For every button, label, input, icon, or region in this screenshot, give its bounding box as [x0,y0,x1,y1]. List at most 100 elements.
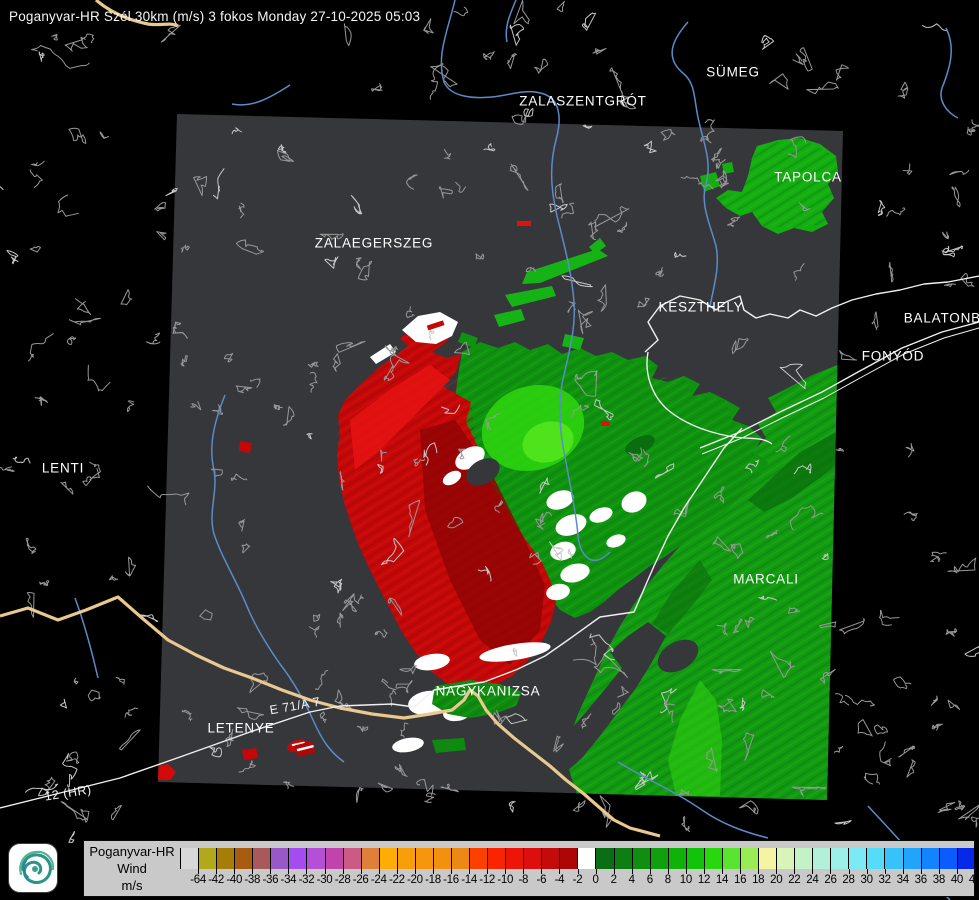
boundary-squiggle [31,45,90,69]
boundary-squiggle [960,273,975,287]
boundary-squiggle [355,787,364,803]
legend-tick [432,869,434,874]
legend-tick-value: 2 [610,874,617,886]
boundary-squiggle [554,183,564,203]
boundary-squiggle [80,33,95,44]
boundary-squiggle [931,723,943,731]
boundary-squiggle [654,463,675,479]
boundary-squiggle [332,353,341,372]
boundary-squiggle [147,485,190,506]
legend-tick-value: -4 [554,874,565,886]
boundary-squiggle [249,672,268,694]
boundary-squiggle [172,321,182,334]
boundary-squiggle [430,62,458,88]
boundary-squiggle [82,476,92,487]
boundary-squiggle [209,747,223,758]
legend-swatch [938,848,957,869]
boundary-squiggle [374,629,388,638]
legend-tick [577,869,579,874]
boundary-squiggle [405,306,415,319]
legend-tick-value: -2 [572,874,583,886]
legend-tick-value: 38 [932,874,946,886]
boundary-squiggle [793,263,805,281]
legend-swatch [198,848,217,869]
boundary-squiggle [306,433,313,440]
boundary-squiggle [674,252,687,258]
legend-tick [938,869,940,874]
boundary-squiggle [617,221,628,234]
legend-tick-value: -42 [208,874,224,886]
boundary-squiggle [377,782,394,793]
boundary-squiggle [238,202,245,219]
legend-swatch [920,848,939,869]
boundary-squiggle [508,801,516,813]
boundary-squiggle [788,136,807,159]
boundary-squiggle [593,653,628,678]
boundary-squiggle [80,808,90,823]
boundary-squiggle [964,646,979,657]
legend-tick-value: -20 [407,874,423,886]
boundary-squiggle [643,140,657,154]
boundary-squiggle [380,537,405,565]
boundary-squiggle [64,39,88,52]
boundary-squiggle [424,792,436,804]
legend-tick [722,869,724,874]
boundary-squiggle [335,340,366,353]
boundary-squiggle [59,698,67,709]
boundary-squiggle [594,206,630,228]
boundary-squiggle [742,732,755,761]
boundary-squiggle [944,283,956,287]
boundary-squiggle [581,713,592,729]
boundary-squiggle [453,6,469,17]
boundary-squiggle [792,53,804,65]
boundary-squiggle [619,94,637,110]
boundary-squiggle [879,741,892,767]
boundary-squiggle [399,665,417,675]
boundary-squiggle [789,505,824,531]
boundary-squiggle [573,638,597,666]
legend-tick [414,869,416,874]
legend-tick [469,869,471,874]
boundary-squiggle [475,253,485,260]
boundary-squiggle [127,400,135,412]
legend-tick [902,869,904,874]
legend-color-scale [180,848,975,869]
boundary-squiggle [447,516,464,529]
legend-tick [884,869,886,874]
city-label-fony-d: FONYÓD [861,348,925,364]
boundary-squiggle [617,686,629,698]
boundary-squiggle [371,83,383,92]
boundary-squiggle [381,678,397,691]
boundary-squiggle [387,597,403,616]
boundary-squiggle [343,23,352,47]
legend-tick [667,869,669,874]
boundary-squiggle [712,536,731,552]
legend-swatch [613,848,632,869]
legend-swatch [432,848,451,869]
legend-swatch [884,848,903,869]
legend-tick [288,869,290,874]
boundary-squiggle [309,625,320,638]
legend-swatch [450,848,469,869]
boundary-squiggle [680,175,714,190]
legend-tick-value: -34 [280,874,297,886]
boundary-squiggle [119,729,141,751]
boundary-squiggle [819,621,837,629]
boundary-squiggle [535,511,552,530]
product-title: Poganyvar-HR Szél 30km (m/s) 3 fokos Mon… [9,9,421,24]
boundary-squiggle [635,771,659,790]
boundary-squiggle [355,257,362,270]
boundary-squiggle [413,458,425,467]
boundary-squiggle [39,580,50,586]
radar-echoes [158,138,843,800]
legend-tick-value: -32 [298,874,315,886]
legend-unit: m/s [121,878,143,893]
legend-tick [631,869,633,874]
boundary-squiggle [834,693,850,706]
legend-swatch [523,848,542,869]
legend-tick-value: 26 [824,874,837,886]
boundary-squiggle [798,202,811,212]
boundary-squiggle [634,771,646,788]
legend-tick-value: -22 [388,874,405,886]
boundary-squiggle [324,256,339,269]
